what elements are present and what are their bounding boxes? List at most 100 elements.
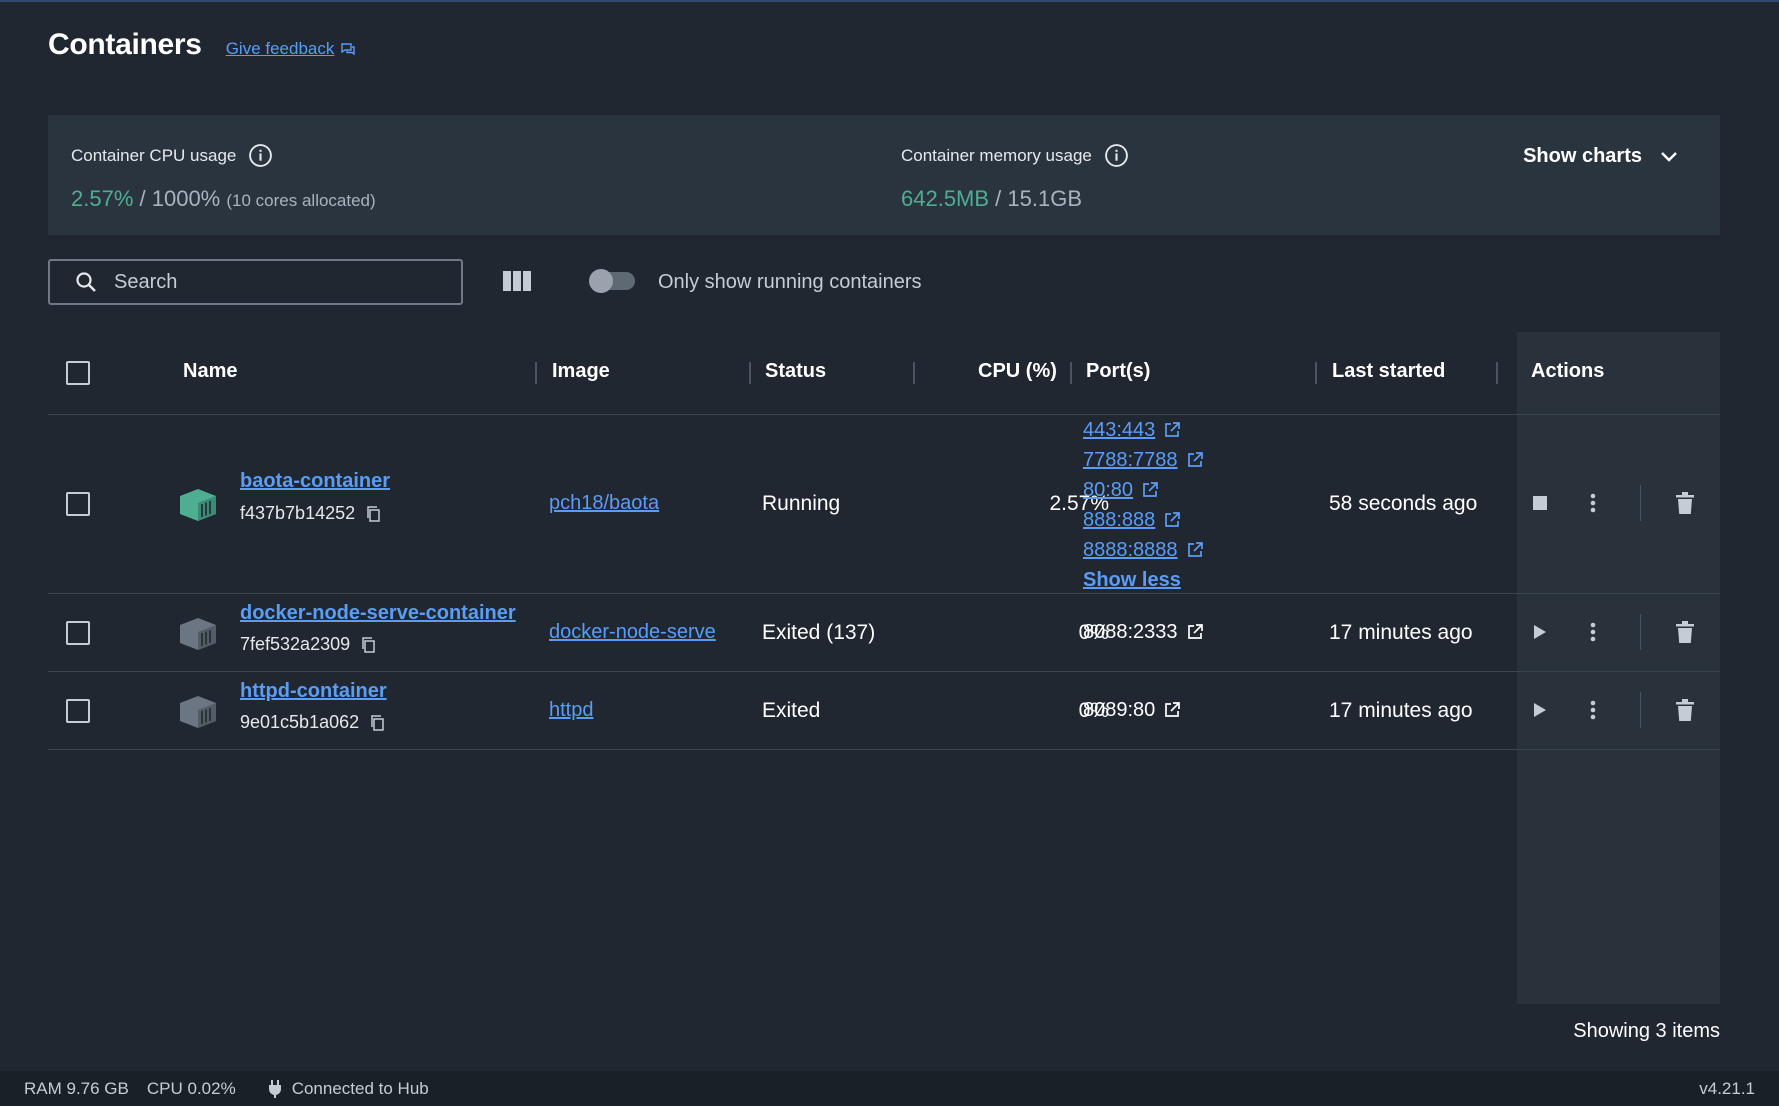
column-divider[interactable] — [535, 362, 537, 384]
column-divider[interactable] — [913, 362, 915, 384]
status-text: Running — [762, 492, 841, 515]
stop-icon — [1533, 496, 1547, 510]
stop-button[interactable] — [1525, 488, 1555, 518]
port-link[interactable]: 443:443 — [1083, 418, 1156, 441]
plug-icon — [268, 1079, 281, 1098]
give-feedback-label: Give feedback — [225, 39, 335, 58]
actions-divider — [1640, 692, 1641, 728]
more-options-button[interactable] — [1578, 488, 1608, 518]
more-options-button[interactable] — [1578, 617, 1608, 647]
container-stopped-icon — [180, 696, 216, 728]
column-divider[interactable] — [1070, 362, 1072, 384]
external-link-icon[interactable] — [1163, 511, 1181, 529]
show-less-link[interactable]: Show less — [1083, 568, 1181, 591]
more-vertical-icon — [1590, 493, 1596, 513]
last-started-text: 58 seconds ago — [1329, 492, 1478, 515]
memory-usage-label: Container memory usage — [901, 145, 1092, 165]
delete-button[interactable] — [1670, 695, 1700, 725]
only-running-label: Only show running containers — [658, 271, 922, 293]
info-icon[interactable] — [248, 143, 273, 168]
external-link-icon[interactable] — [1141, 481, 1159, 499]
table-row[interactable]: docker-node-serve-container 7fef532a2309… — [48, 594, 1720, 672]
container-name-link[interactable]: docker-node-serve-container — [240, 602, 516, 625]
cpu-used-value: 2.57% — [71, 186, 134, 211]
columns-button[interactable] — [502, 270, 532, 297]
ports-list: 443:443 7788:7788 80:80 888:888 8888:888… — [1083, 415, 1204, 595]
memory-total-value: 15.1GB — [1007, 186, 1083, 211]
external-link-icon[interactable] — [1186, 451, 1204, 469]
cpu-total-value: 1000% — [151, 186, 221, 211]
cpu-usage-label: Container CPU usage — [71, 145, 237, 165]
container-name-link[interactable]: baota-container — [240, 470, 390, 493]
container-name[interactable]: httpd-container — [240, 680, 387, 702]
container-id-text: f437b7b14252 — [240, 503, 356, 523]
search-box[interactable] — [48, 259, 463, 305]
column-header-name[interactable]: Name — [183, 360, 238, 382]
external-link-icon[interactable] — [1163, 421, 1181, 439]
give-feedback-link[interactable]: Give feedback — [226, 39, 357, 59]
column-header-cpu[interactable]: CPU (%) — [978, 360, 1057, 382]
port-text: 8089:80 — [1083, 698, 1156, 721]
column-header-last-started[interactable]: Last started — [1332, 360, 1446, 382]
container-running-icon — [180, 489, 216, 521]
port-link[interactable]: 80:80 — [1083, 478, 1134, 501]
container-id-text: 9e01c5b1a062 — [240, 712, 360, 732]
row-checkbox[interactable] — [66, 699, 90, 723]
image-link[interactable]: docker-node-serve — [549, 621, 716, 643]
port-text: 8088:2333 — [1083, 620, 1178, 643]
select-all-checkbox[interactable] — [66, 361, 90, 385]
play-icon — [1534, 703, 1546, 717]
external-link-icon[interactable] — [1186, 623, 1204, 641]
port-link[interactable]: 8888:8888 — [1083, 538, 1178, 561]
container-id: 9e01c5b1a062 — [240, 712, 387, 733]
cpu-separator: / — [133, 186, 152, 211]
show-charts-button[interactable]: Show charts — [1523, 145, 1678, 168]
container-name[interactable]: baota-container — [240, 470, 391, 492]
column-header-status[interactable]: Status — [765, 360, 827, 382]
start-button[interactable] — [1525, 617, 1555, 647]
copy-icon[interactable] — [360, 636, 378, 654]
hub-connection-status[interactable]: Connected to Hub — [268, 1079, 429, 1099]
external-link-icon[interactable] — [1186, 541, 1204, 559]
column-divider[interactable] — [1315, 362, 1317, 384]
delete-button[interactable] — [1670, 488, 1700, 518]
port-link[interactable]: 7788:7788 — [1083, 448, 1178, 471]
search-icon — [76, 272, 96, 292]
external-link-icon[interactable] — [1163, 701, 1181, 719]
port-item: 8088:2333 — [1083, 617, 1204, 647]
table-row[interactable]: baota-container f437b7b14252 pch18/baota… — [48, 415, 1720, 594]
image-link[interactable]: pch18/baota — [549, 492, 660, 514]
search-input[interactable] — [112, 269, 436, 295]
delete-button[interactable] — [1670, 617, 1700, 647]
status-text: Exited — [762, 699, 821, 722]
column-divider[interactable] — [1496, 362, 1498, 384]
port-link[interactable]: 888:888 — [1083, 508, 1156, 531]
actions-divider — [1640, 485, 1641, 521]
row-checkbox[interactable] — [66, 621, 90, 645]
column-header-ports[interactable]: Port(s) — [1086, 360, 1151, 382]
column-divider[interactable] — [749, 362, 751, 384]
container-stopped-icon — [180, 618, 216, 650]
image-link[interactable]: httpd — [549, 699, 594, 721]
copy-icon[interactable] — [365, 505, 383, 523]
container-name[interactable]: docker-node-serve-container — [240, 602, 516, 624]
cpu-cores-note: (10 cores allocated) — [226, 191, 376, 210]
feedback-icon — [341, 43, 356, 56]
port-item: Show less — [1083, 565, 1204, 595]
copy-icon[interactable] — [369, 714, 387, 732]
info-icon[interactable] — [1104, 143, 1129, 168]
cpu-usage: CPU 0.02% — [146, 1078, 236, 1098]
more-options-button[interactable] — [1578, 695, 1608, 725]
container-id-text: 7fef532a2309 — [240, 634, 351, 654]
showing-count: Showing 3 items — [1573, 1020, 1720, 1042]
chevron-down-icon — [1661, 151, 1677, 162]
container-name-link[interactable]: httpd-container — [240, 680, 387, 703]
cpu-value: 0% — [1078, 699, 1109, 722]
table-row[interactable]: httpd-container 9e01c5b1a062 httpd Exite… — [48, 672, 1720, 750]
start-button[interactable] — [1525, 695, 1555, 725]
row-checkbox[interactable] — [66, 492, 90, 516]
trash-icon — [1676, 621, 1694, 643]
trash-icon — [1676, 492, 1694, 514]
only-running-toggle[interactable] — [589, 269, 635, 293]
column-header-image[interactable]: Image — [552, 360, 610, 382]
